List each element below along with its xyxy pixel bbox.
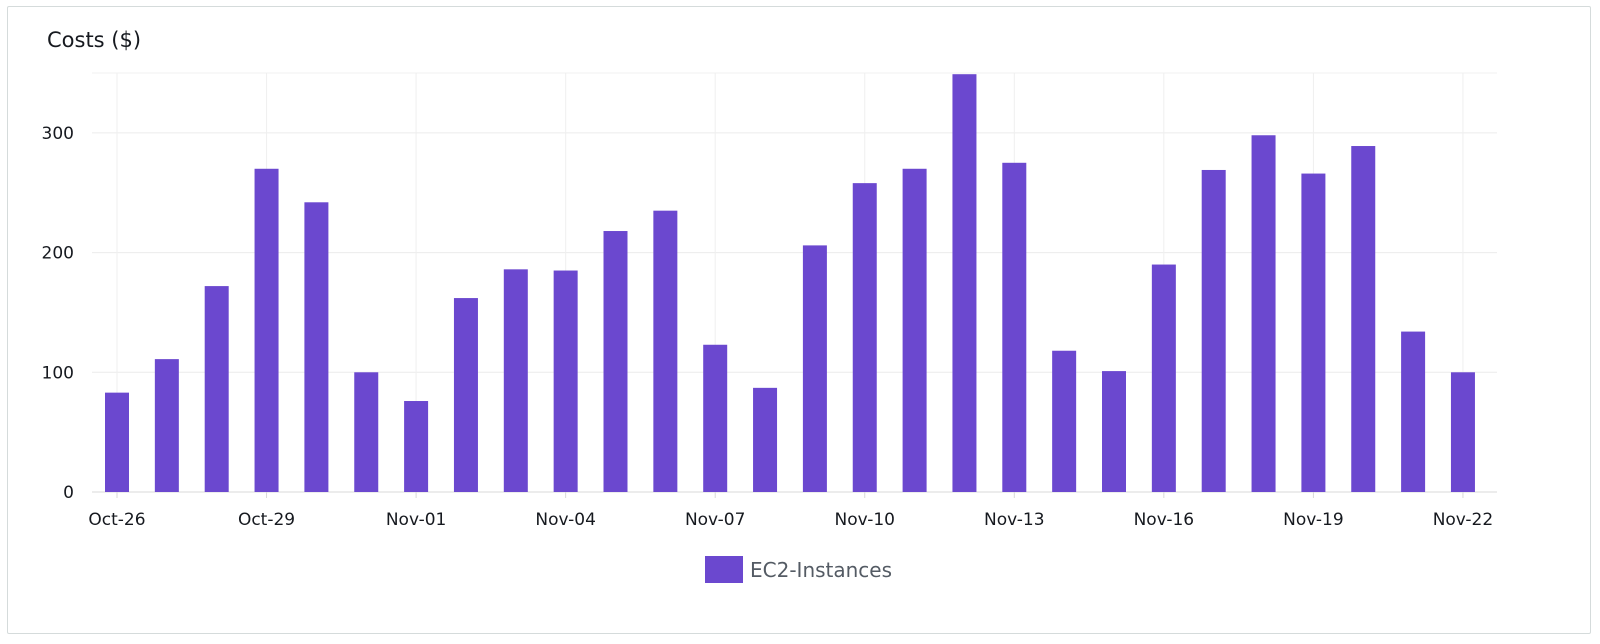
bar-nov-10[interactable] xyxy=(852,183,877,492)
x-axis-ticks: Oct-26 Oct-29 Nov-01 Nov-04 Nov-07 Nov-10 Nov-… xyxy=(88,510,1493,530)
bar-nov-02[interactable] xyxy=(453,298,478,492)
y-axis-title: Costs ($) xyxy=(47,28,142,52)
bar-nov-16[interactable] xyxy=(1151,264,1176,492)
grid-lines xyxy=(92,72,1497,498)
bar-nov-21[interactable] xyxy=(1401,331,1426,492)
x-tick-label: Nov-04 xyxy=(535,510,596,530)
bar-nov-11[interactable] xyxy=(902,168,927,492)
bar-nov-08[interactable] xyxy=(753,387,778,492)
bar-nov-04[interactable] xyxy=(553,270,578,492)
bars xyxy=(105,74,1475,493)
bar-oct-31[interactable] xyxy=(354,372,379,492)
x-tick-label: Nov-13 xyxy=(984,510,1045,530)
legend-label: EC2-Instances xyxy=(750,557,893,582)
x-tick-label: Nov-19 xyxy=(1283,510,1344,530)
bar-nov-14[interactable] xyxy=(1052,350,1077,492)
legend-item-ec2-instances[interactable]: EC2-Instances xyxy=(705,556,892,583)
bar-oct-26[interactable] xyxy=(105,392,129,492)
bar-nov-13[interactable] xyxy=(1002,162,1027,493)
legend-swatch xyxy=(705,556,743,583)
x-tick-label: Nov-22 xyxy=(1433,510,1494,530)
bar-nov-01[interactable] xyxy=(404,401,429,492)
bar-nov-12[interactable] xyxy=(952,74,977,492)
y-tick-label: 100 xyxy=(42,363,74,383)
x-tick-label: Nov-16 xyxy=(1134,510,1195,530)
bar-nov-17[interactable] xyxy=(1201,169,1226,492)
bar-nov-22[interactable] xyxy=(1450,372,1475,492)
y-axis-ticks: 0 100 200 300 xyxy=(42,124,74,503)
x-tick-label: Nov-10 xyxy=(835,510,896,530)
bar-oct-30[interactable] xyxy=(304,202,329,492)
bar-nov-09[interactable] xyxy=(802,245,827,492)
bar-nov-19[interactable] xyxy=(1301,173,1326,492)
y-tick-label: 300 xyxy=(42,124,74,144)
x-tick-label: Nov-07 xyxy=(685,510,746,530)
bar-nov-07[interactable] xyxy=(703,344,728,492)
bar-oct-29[interactable] xyxy=(254,168,279,492)
bar-nov-15[interactable] xyxy=(1102,371,1126,492)
x-tick-label: Nov-01 xyxy=(386,510,447,530)
x-tick-label: Oct-29 xyxy=(238,510,295,530)
y-tick-label: 200 xyxy=(42,244,74,264)
bar-nov-03[interactable] xyxy=(503,269,528,492)
bar-nov-20[interactable] xyxy=(1351,146,1376,493)
bar-oct-28[interactable] xyxy=(204,286,229,492)
x-tick-label: Oct-26 xyxy=(88,510,145,530)
y-tick-label: 0 xyxy=(63,483,74,503)
bar-oct-27[interactable] xyxy=(154,359,179,492)
bar-nov-05[interactable] xyxy=(603,231,628,492)
bar-nov-18[interactable] xyxy=(1251,135,1276,492)
bar-nov-06[interactable] xyxy=(653,210,678,492)
